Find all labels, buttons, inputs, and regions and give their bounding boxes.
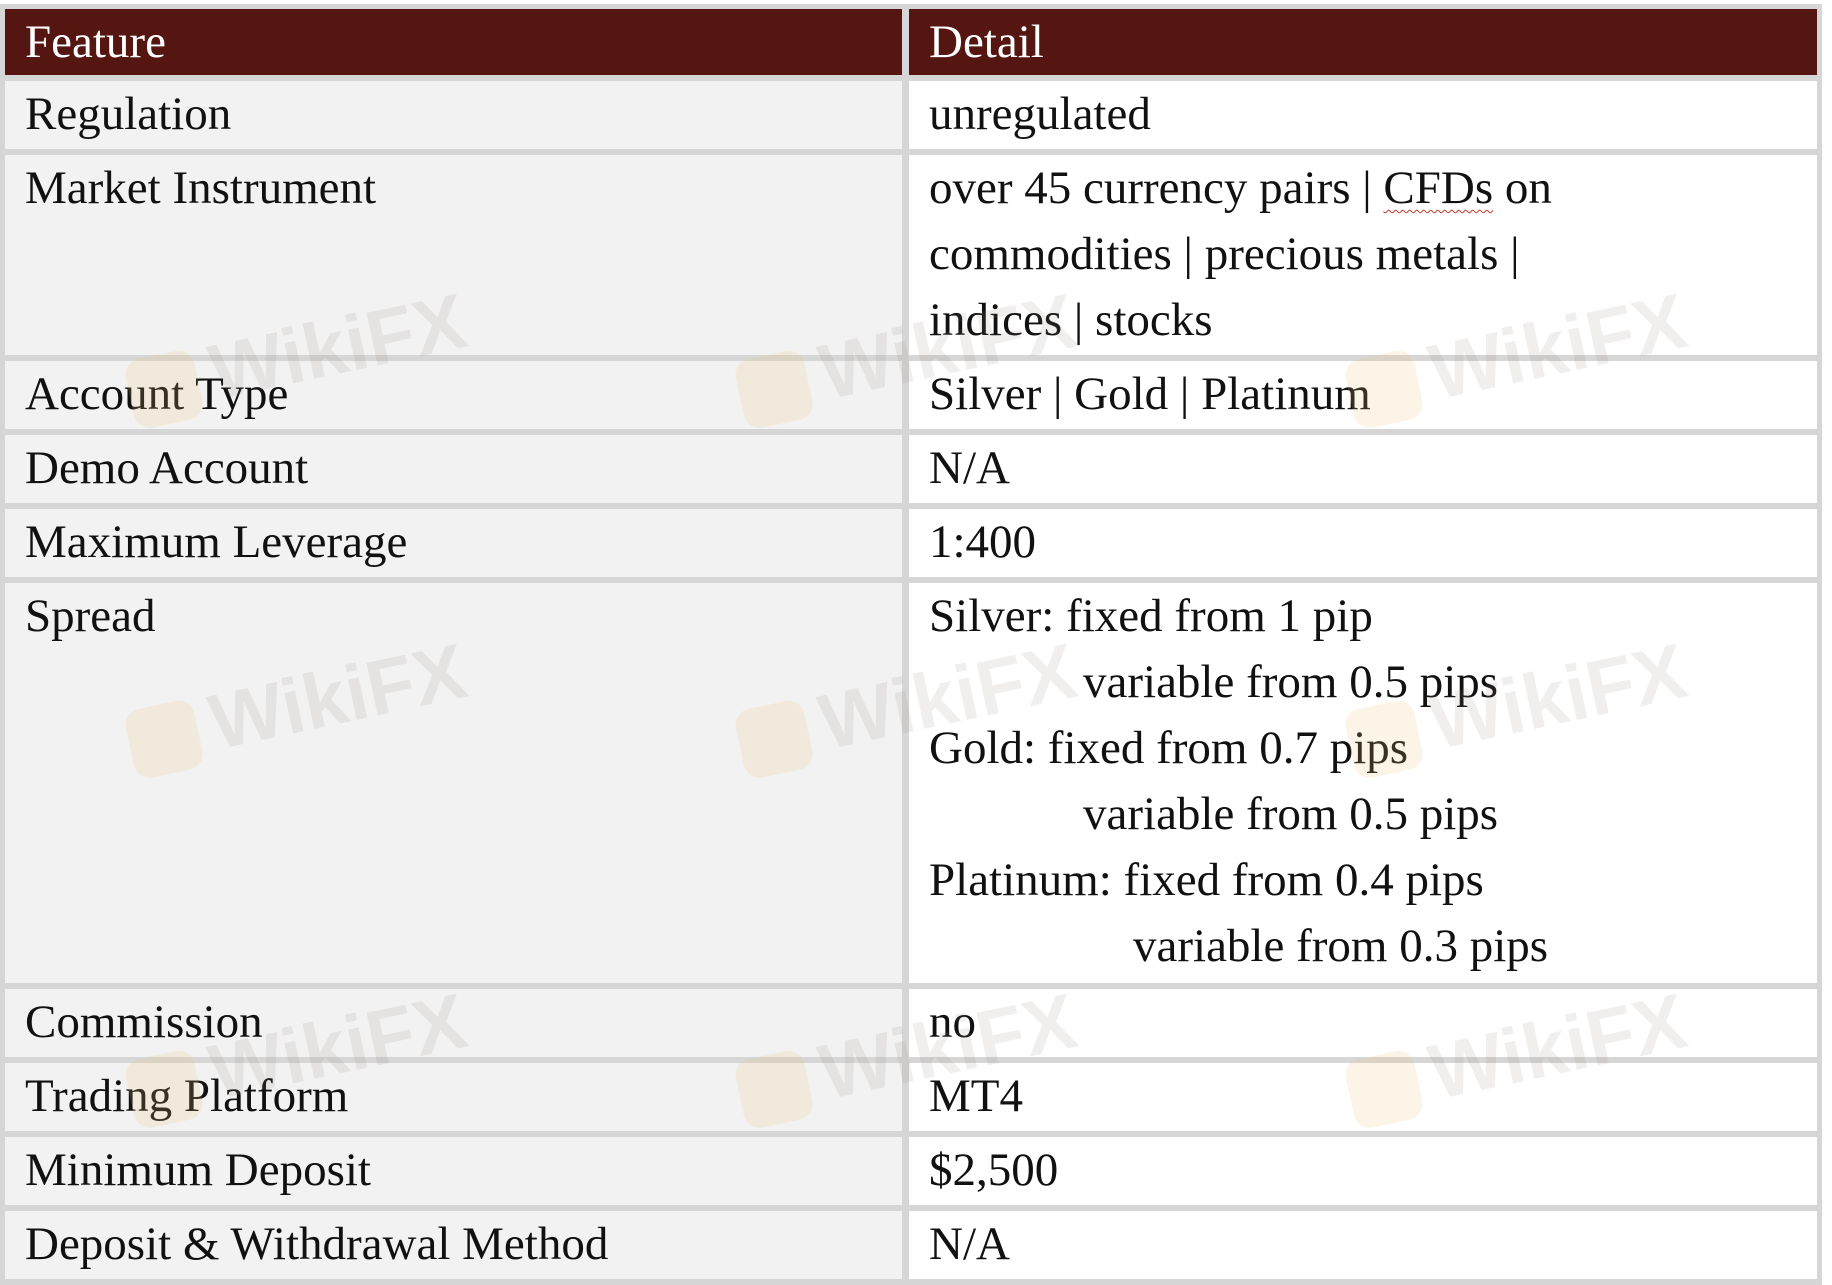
detail-deposit-withdrawal: N/A: [909, 1211, 1817, 1279]
detail-spread: Silver: fixed from 1 pip variable from 0…: [909, 583, 1817, 983]
detail-text: on: [1493, 162, 1552, 214]
feature-account-type: Account Type: [5, 361, 902, 429]
detail-line: commodities | precious metals |: [929, 228, 1520, 280]
spellcheck-word: CFDs: [1383, 162, 1494, 214]
feature-market-instrument: Market Instrument: [5, 155, 902, 355]
spread-line: Silver: fixed from 1 pip: [929, 590, 1373, 642]
spread-line: variable from 0.5 pips: [1083, 788, 1499, 840]
spread-line: variable from 0.5 pips: [1083, 656, 1499, 708]
feature-demo-account: Demo Account: [5, 435, 902, 503]
feature-spread: Spread: [5, 583, 902, 983]
detail-regulation: unregulated: [909, 81, 1817, 149]
feature-maximum-leverage: Maximum Leverage: [5, 509, 902, 577]
detail-line: indices | stocks: [929, 294, 1213, 346]
detail-text: over 45 currency pairs |: [929, 162, 1384, 214]
detail-commission: no: [909, 989, 1817, 1057]
header-feature: Feature: [5, 9, 902, 75]
feature-regulation: Regulation: [5, 81, 902, 149]
feature-minimum-deposit: Minimum Deposit: [5, 1137, 902, 1205]
detail-account-type: Silver | Gold | Platinum: [909, 361, 1817, 429]
detail-trading-platform: MT4: [909, 1063, 1817, 1131]
feature-commission: Commission: [5, 989, 902, 1057]
header-detail: Detail: [909, 9, 1817, 75]
spread-line: Gold: fixed from 0.7 pips: [929, 722, 1409, 774]
detail-maximum-leverage: 1:400: [909, 509, 1817, 577]
feature-table: Feature Detail Regulation unregulated Ma…: [0, 4, 1822, 1285]
feature-trading-platform: Trading Platform: [5, 1063, 902, 1131]
feature-deposit-withdrawal: Deposit & Withdrawal Method: [5, 1211, 902, 1279]
spread-line: variable from 0.3 pips: [1133, 920, 1549, 972]
detail-demo-account: N/A: [909, 435, 1817, 503]
detail-minimum-deposit: $2,500: [909, 1137, 1817, 1205]
spread-line: Platinum: fixed from 0.4 pips: [929, 854, 1484, 906]
detail-market-instrument: over 45 currency pairs | CFDs on commodi…: [909, 155, 1817, 355]
